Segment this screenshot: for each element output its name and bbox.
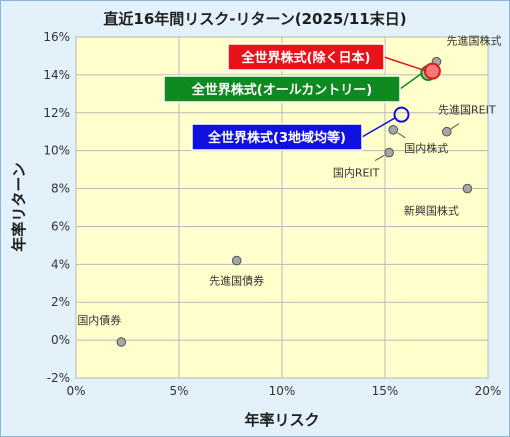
y-tick-label: 16%	[43, 30, 70, 44]
data-point-label: 国内債券	[77, 313, 121, 327]
data-point	[442, 126, 452, 137]
callout-box	[191, 123, 363, 151]
leader-line	[374, 154, 385, 161]
data-point	[116, 337, 127, 347]
leader-line	[397, 132, 406, 139]
callout-label: 全世界株式(オールカントリー)	[191, 82, 373, 98]
x-tick-label: 15%	[372, 384, 399, 398]
callout-label: 全世界株式(除く日本)	[241, 50, 371, 66]
callout-box	[163, 75, 401, 103]
data-points: 国内債券 先進国債券 国内REIT 国内株式 先進国REIT 新興国株式 先進国株式	[77, 34, 502, 347]
data-point-label: 先進国株式	[447, 34, 502, 48]
data-point-label: 先進国REIT	[438, 104, 496, 117]
data-point	[462, 183, 473, 194]
x-tick-label: 0%	[66, 384, 85, 398]
y-axis-ticks: -2% 0% 2% 4% 6% 8% 10% 12% 14% 16%	[43, 30, 70, 385]
data-point-label: 先進国債券	[209, 274, 264, 288]
data-point-label: 国内REIT	[333, 166, 380, 180]
x-axis-ticks: 0% 5% 10% 15% 20%	[66, 384, 501, 398]
leader-line	[450, 123, 460, 130]
y-tick-label: 6%	[51, 219, 70, 233]
x-tick-label: 5%	[169, 384, 188, 398]
chart-title: 直近16年間リスク-リターン(2025/11末日)	[103, 10, 406, 28]
callout-connector	[383, 56, 427, 72]
y-tick-label: 10%	[43, 144, 70, 158]
callout-box	[227, 43, 385, 71]
x-tick-label: 10%	[269, 384, 296, 398]
y-tick-label: 0%	[51, 333, 70, 347]
x-axis-label: 年率リスク	[244, 411, 319, 429]
x-tick-label: 20%	[475, 384, 502, 398]
data-point-label: 国内株式	[404, 141, 448, 155]
callout-label: 全世界株式(3地域均等)	[207, 130, 346, 146]
data-point-label: 新興国株式	[404, 204, 459, 218]
data-point	[384, 147, 394, 158]
callout-connector	[361, 117, 396, 138]
y-tick-label: 2%	[51, 295, 70, 309]
y-tick-label: -2%	[47, 371, 70, 385]
highlight-marker	[423, 62, 441, 80]
y-tick-label: 4%	[51, 257, 70, 271]
callout-connector	[399, 72, 423, 90]
y-tick-label: 14%	[43, 68, 70, 82]
highlight-marker	[393, 106, 410, 123]
y-tick-label: 12%	[43, 106, 70, 120]
data-point	[388, 125, 399, 135]
data-point	[231, 255, 242, 266]
y-tick-label: 8%	[51, 182, 70, 196]
callouts: 全世界株式(除く日本) 全世界株式(オールカントリー) 全世界株式(3地域均等)	[163, 43, 441, 151]
y-axis-label: 年率リターン	[10, 162, 28, 251]
